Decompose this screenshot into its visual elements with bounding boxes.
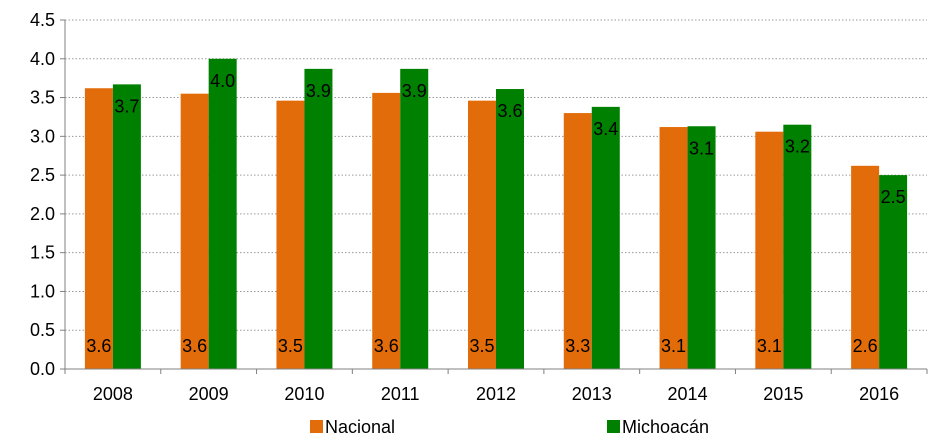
y-tick-label: 0.0 <box>30 359 55 379</box>
bars <box>84 58 908 370</box>
data-label: 2.6 <box>853 336 878 356</box>
data-label: 3.3 <box>565 336 590 356</box>
bar-nacional-2015 <box>755 131 784 369</box>
data-labels: 3.6 3.7 3.6 4.0 3.5 3.9 3.6 3.9 3.5 3.6 3.3 3.4 3.1 3… <box>86 71 905 356</box>
x-tick-label: 2008 <box>93 384 133 404</box>
x-tick-label: 2009 <box>189 384 229 404</box>
y-tick-label: 1.5 <box>30 243 55 263</box>
x-tick-label: 2011 <box>381 384 420 404</box>
data-label: 3.9 <box>402 81 427 101</box>
bar-nacional-2008 <box>84 88 113 369</box>
x-tick-label: 2015 <box>763 384 803 404</box>
y-tick-label: 2.0 <box>30 204 55 224</box>
legend-swatch <box>310 420 323 433</box>
data-label: 3.2 <box>785 137 810 157</box>
x-tick-label: 2014 <box>668 384 708 404</box>
x-tick-label: 2010 <box>284 384 324 404</box>
x-tick-label: 2012 <box>476 384 516 404</box>
data-label: 3.1 <box>661 336 686 356</box>
bar-michoacn-2012 <box>496 89 524 369</box>
y-tick-label: 0.5 <box>30 320 55 340</box>
legend-label: Michoacán <box>622 417 709 437</box>
data-label: 3.1 <box>689 138 714 158</box>
bar-michoacn-2011 <box>400 68 429 370</box>
bar-michoacn-2013 <box>591 106 620 370</box>
data-label: 3.6 <box>374 336 399 356</box>
bar-nacional-2010 <box>276 100 305 369</box>
bar-nacional-2011 <box>372 92 401 369</box>
bar-nacional-2012 <box>468 100 496 369</box>
y-tick-label: 3.0 <box>30 126 55 146</box>
y-tick-label: 2.5 <box>30 165 55 185</box>
x-tick-label: 2016 <box>859 384 899 404</box>
legend-label: Nacional <box>325 417 395 437</box>
data-label: 3.5 <box>278 336 303 356</box>
y-tick-label: 1.0 <box>30 281 55 301</box>
data-label: 3.6 <box>182 336 207 356</box>
bar-nacional-2016 <box>851 165 880 369</box>
y-tick-label: 4.0 <box>30 49 55 69</box>
data-label: 3.5 <box>469 336 494 356</box>
legend-swatch <box>607 420 620 433</box>
data-label: 3.7 <box>114 96 139 116</box>
bar-michoacn-2009 <box>208 58 237 370</box>
x-tick-label: 2013 <box>572 384 612 404</box>
data-label: 3.6 <box>86 336 111 356</box>
data-label: 3.1 <box>757 336 782 356</box>
data-label: 3.9 <box>306 81 331 101</box>
y-tick-label: 4.5 <box>30 10 55 30</box>
bar-nacional-2009 <box>180 93 209 369</box>
bar-michoacn-2016 <box>879 175 908 369</box>
bar-michoacn-2014 <box>687 126 716 369</box>
data-label: 2.5 <box>881 187 906 207</box>
data-label: 3.6 <box>497 101 522 121</box>
bar-nacional-2014 <box>659 127 688 369</box>
bar-michoacn-2010 <box>304 68 333 370</box>
data-label: 3.4 <box>593 119 618 139</box>
bar-michoacn-2015 <box>783 124 812 369</box>
bar-nacional-2013 <box>563 113 592 369</box>
data-label: 4.0 <box>210 71 235 91</box>
legend: Nacional Michoacán <box>310 417 709 437</box>
axes: 0.0 0.5 1.0 1.5 2.0 2.5 3.0 3.5 4.0 4.5 2008 2009 20… <box>30 10 928 404</box>
bar-michoacn-2008 <box>112 84 141 370</box>
y-tick-label: 3.5 <box>30 88 55 108</box>
